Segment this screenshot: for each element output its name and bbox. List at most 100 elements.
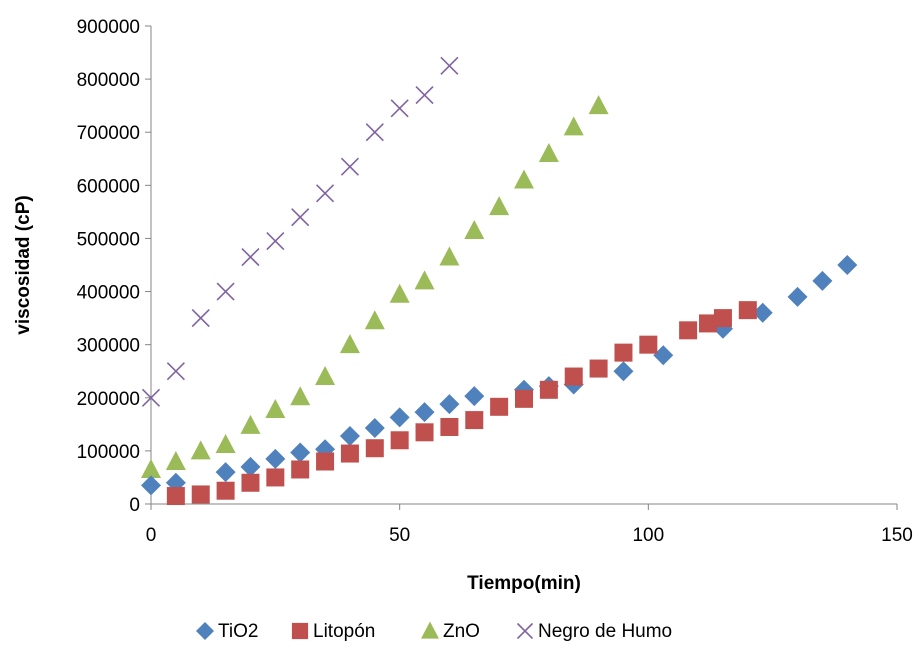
data-point <box>464 219 485 239</box>
legend-label: Negro de Humo <box>538 621 672 642</box>
data-point <box>465 411 484 430</box>
data-point <box>166 487 185 506</box>
data-point <box>266 468 285 487</box>
data-point <box>265 448 286 469</box>
legend-marker <box>421 621 439 639</box>
data-point <box>340 157 359 176</box>
data-point <box>614 343 633 362</box>
legend-label: Litopón <box>313 621 375 642</box>
y-tick-label: 100000 <box>77 442 140 463</box>
x-tick-label: 0 <box>146 525 157 546</box>
x-axis-title: Tiempo(min) <box>467 573 581 594</box>
data-point <box>165 451 186 471</box>
x-tick-label: 50 <box>389 525 410 546</box>
data-point <box>464 386 485 407</box>
data-point <box>639 335 658 354</box>
data-point <box>738 301 757 320</box>
data-point <box>837 255 858 275</box>
series-zno <box>141 95 609 478</box>
data-point <box>679 321 698 340</box>
data-point <box>316 184 335 203</box>
y-tick-label: 500000 <box>77 229 140 250</box>
data-point <box>290 442 311 463</box>
data-point <box>812 270 833 291</box>
x-marker-stroke <box>516 622 534 640</box>
legend-marker <box>196 622 214 640</box>
x-marker-stroke <box>440 56 459 75</box>
data-point <box>290 386 311 406</box>
data-point <box>713 309 732 328</box>
data-point <box>339 334 360 354</box>
legend-item: Negro de Humo <box>516 621 672 642</box>
data-point <box>191 309 210 328</box>
x-marker-stroke <box>316 184 335 203</box>
legend-label: ZnO <box>443 621 480 642</box>
series-tio2 <box>141 255 858 496</box>
data-point <box>291 208 310 227</box>
y-tick-label: 200000 <box>77 389 140 410</box>
y-axis-title: viscosidad (cP) <box>13 195 34 334</box>
y-tick-label: 0 <box>129 495 140 516</box>
data-point <box>440 417 459 436</box>
data-point <box>365 123 384 142</box>
x-marker-stroke <box>266 232 285 251</box>
x-tick-label: 100 <box>632 525 664 546</box>
x-marker-stroke <box>291 208 310 227</box>
data-point <box>490 397 509 416</box>
data-point <box>414 402 435 423</box>
data-point <box>390 99 409 118</box>
data-point <box>340 444 359 463</box>
data-point <box>141 458 161 478</box>
legend-marker <box>516 622 534 640</box>
plot-area <box>141 56 858 506</box>
series-litopón <box>166 301 757 506</box>
data-point <box>563 116 584 136</box>
legend: TiO2 Litopón ZnO Negro de Humo <box>196 621 672 642</box>
legend-item: Litopón <box>291 621 375 642</box>
data-point <box>316 452 335 471</box>
data-point <box>439 394 460 415</box>
data-point <box>515 389 533 408</box>
data-point <box>215 434 236 454</box>
data-point <box>538 142 559 162</box>
y-tick-label: 800000 <box>77 70 140 91</box>
y-tick-label: 900000 <box>77 17 140 38</box>
x-marker-stroke <box>365 123 384 142</box>
data-point <box>389 407 410 428</box>
data-point <box>216 282 235 301</box>
y-tick-label: 400000 <box>77 283 140 304</box>
data-point <box>787 286 808 307</box>
data-point <box>240 456 261 477</box>
data-point <box>589 359 608 378</box>
data-point <box>415 85 434 105</box>
data-point <box>291 460 310 479</box>
x-marker-stroke <box>141 388 161 407</box>
x-marker-stroke <box>216 282 235 301</box>
x-marker-stroke <box>415 85 434 105</box>
series-negro-de-humo <box>141 56 459 407</box>
data-point <box>339 426 360 447</box>
data-point <box>489 196 510 216</box>
data-point <box>699 314 718 333</box>
y-tick-label: 300000 <box>77 336 140 357</box>
data-point <box>653 345 674 366</box>
x-marker-stroke <box>191 309 210 328</box>
legend-label: TiO2 <box>218 621 258 642</box>
data-point <box>141 388 161 407</box>
x-marker-stroke <box>166 362 185 381</box>
y-tick-label: 600000 <box>77 176 140 197</box>
data-point <box>613 361 634 382</box>
data-point <box>265 398 286 418</box>
data-point <box>141 475 161 496</box>
data-point <box>241 247 260 267</box>
data-point <box>166 362 185 381</box>
legend-item: ZnO <box>421 621 480 642</box>
data-point <box>364 418 385 439</box>
data-point <box>440 56 459 75</box>
x-marker-stroke <box>340 157 359 176</box>
x-marker-stroke <box>241 247 260 267</box>
data-point <box>365 439 384 458</box>
data-point <box>364 310 385 330</box>
data-point <box>190 440 211 460</box>
